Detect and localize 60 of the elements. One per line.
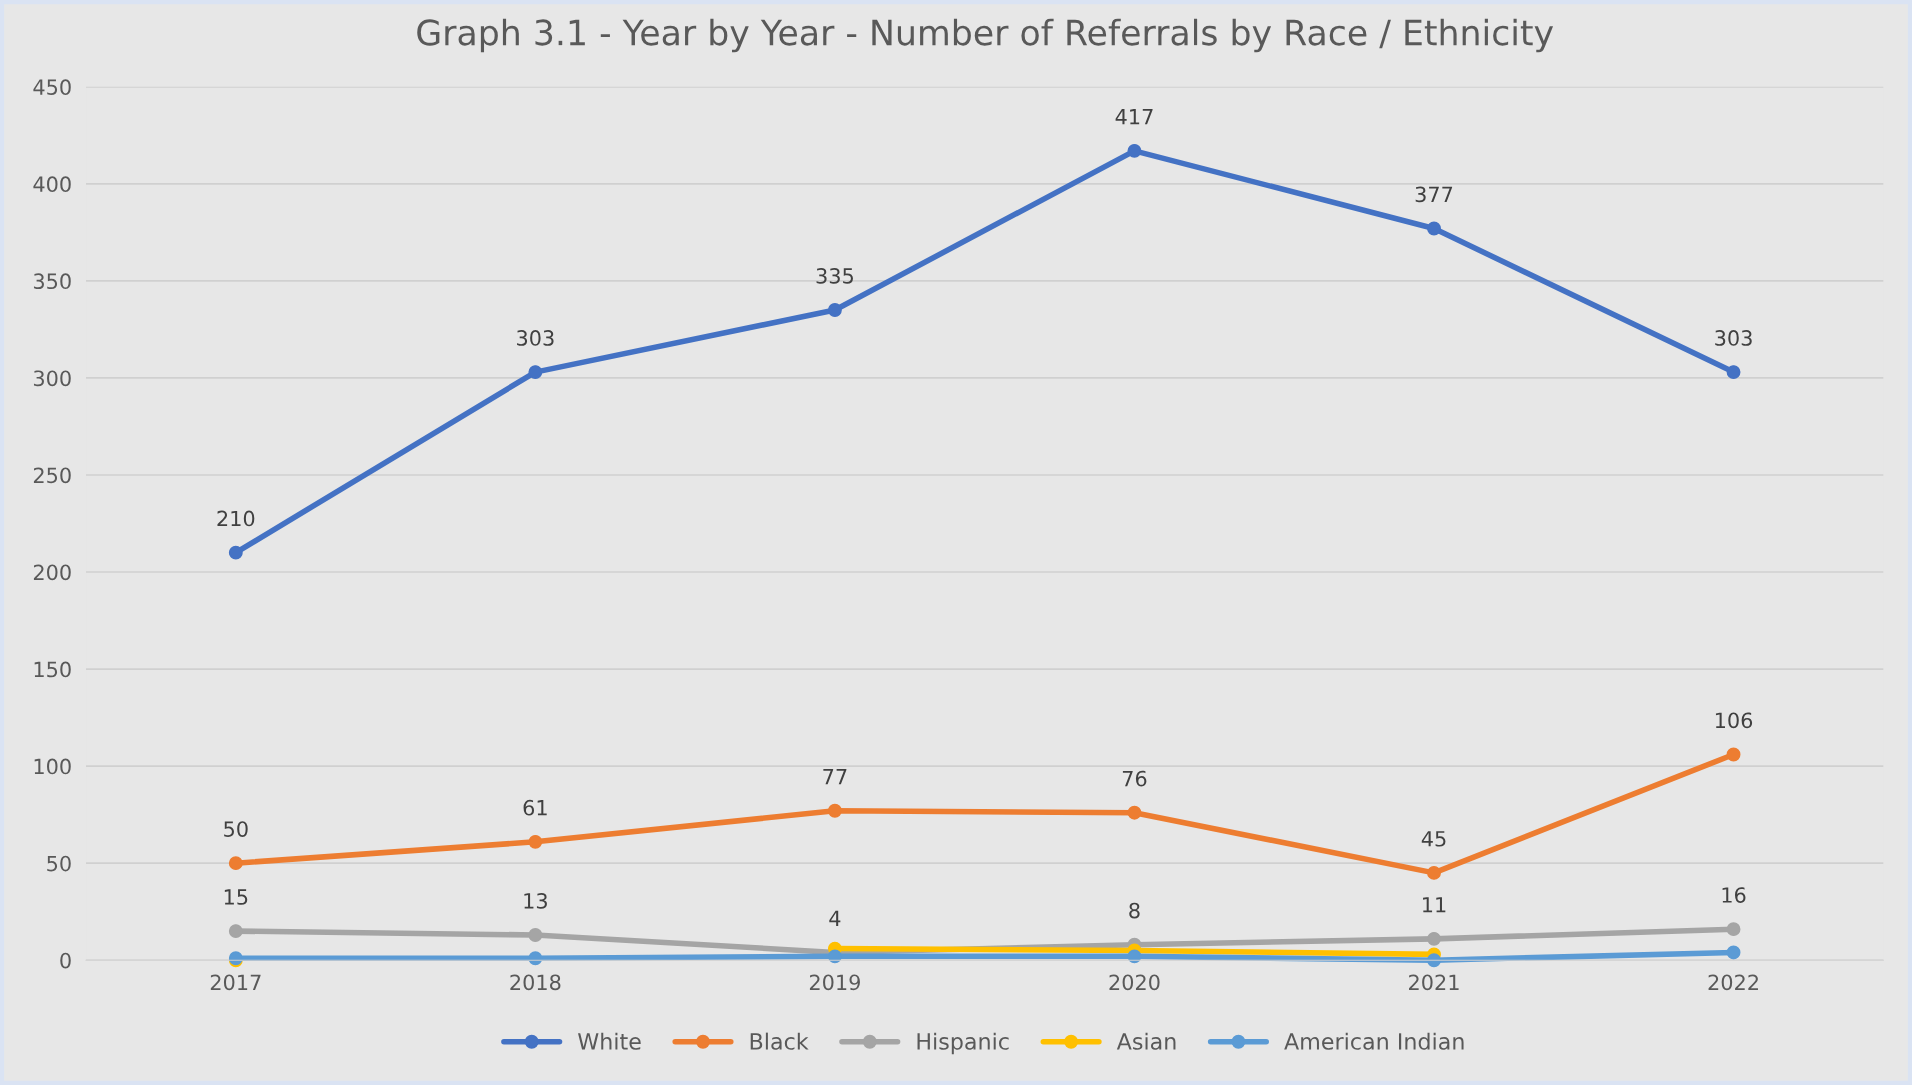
y-tick-label: 200 — [33, 564, 71, 581]
x-tick-label: 2017 — [210, 974, 261, 991]
data-label: 303 — [1715, 330, 1752, 346]
point — [1127, 805, 1142, 820]
point — [228, 545, 243, 560]
data-label: 77 — [823, 769, 847, 785]
point — [827, 303, 842, 317]
point — [528, 365, 543, 380]
legend-label: Hispanic — [917, 1032, 1009, 1055]
y-tick-label: 100 — [34, 758, 71, 775]
x-tick-label: 2020 — [1109, 974, 1160, 991]
data-label: 8 — [1129, 902, 1140, 919]
x-tick-label: 2019 — [809, 974, 860, 991]
x-tick-label: 2021 — [1409, 974, 1459, 991]
point — [1127, 143, 1142, 158]
legend-label: White — [578, 1032, 641, 1050]
chart-title: Graph 3.1 - Year by Year - Number of Referrals by Race / Ethnicity — [417, 18, 1554, 53]
data-label: 16 — [1722, 887, 1746, 903]
data-label: 11 — [1423, 897, 1446, 913]
x-tick-label: 2022 — [1708, 974, 1758, 991]
legend-label: Black — [750, 1032, 809, 1050]
point — [528, 834, 543, 849]
data-label: 377 — [1415, 186, 1453, 203]
point — [228, 924, 243, 939]
y-tick-label: 50 — [47, 855, 71, 872]
legend-label: American Indian — [1284, 1032, 1464, 1050]
data-label: 335 — [816, 267, 853, 284]
data-label: 15 — [224, 889, 248, 905]
data-label: 4 — [829, 910, 841, 926]
point — [1127, 949, 1142, 964]
x-tick-label: 2018 — [510, 974, 561, 991]
y-tick-label: 0 — [60, 952, 71, 969]
legend-label: Asian — [1116, 1032, 1176, 1050]
data-label: 13 — [524, 892, 547, 909]
y-tick-label: 150 — [34, 661, 71, 678]
point — [1427, 953, 1441, 968]
point — [827, 949, 842, 964]
data-label: 417 — [1115, 109, 1153, 125]
data-label: 61 — [523, 799, 547, 816]
point — [1726, 365, 1741, 380]
y-tick-label: 300 — [33, 370, 71, 387]
data-label: 210 — [217, 510, 255, 527]
y-tick-label: 250 — [33, 467, 71, 484]
point — [1726, 747, 1741, 762]
point — [1427, 865, 1441, 880]
y-tick-label: 400 — [33, 176, 71, 193]
data-label: 50 — [224, 821, 248, 837]
y-tick-label: 350 — [33, 273, 71, 290]
point — [528, 928, 543, 942]
point — [827, 803, 842, 818]
point — [228, 856, 243, 871]
data-label: 76 — [1122, 770, 1147, 787]
data-label: 303 — [517, 330, 554, 346]
data-label: 45 — [1421, 831, 1446, 847]
point — [1427, 221, 1441, 236]
point — [1726, 922, 1741, 937]
data-label: 106 — [1715, 712, 1753, 729]
y-tick-label: 450 — [33, 79, 71, 96]
point — [1427, 931, 1441, 946]
point — [1726, 945, 1741, 960]
